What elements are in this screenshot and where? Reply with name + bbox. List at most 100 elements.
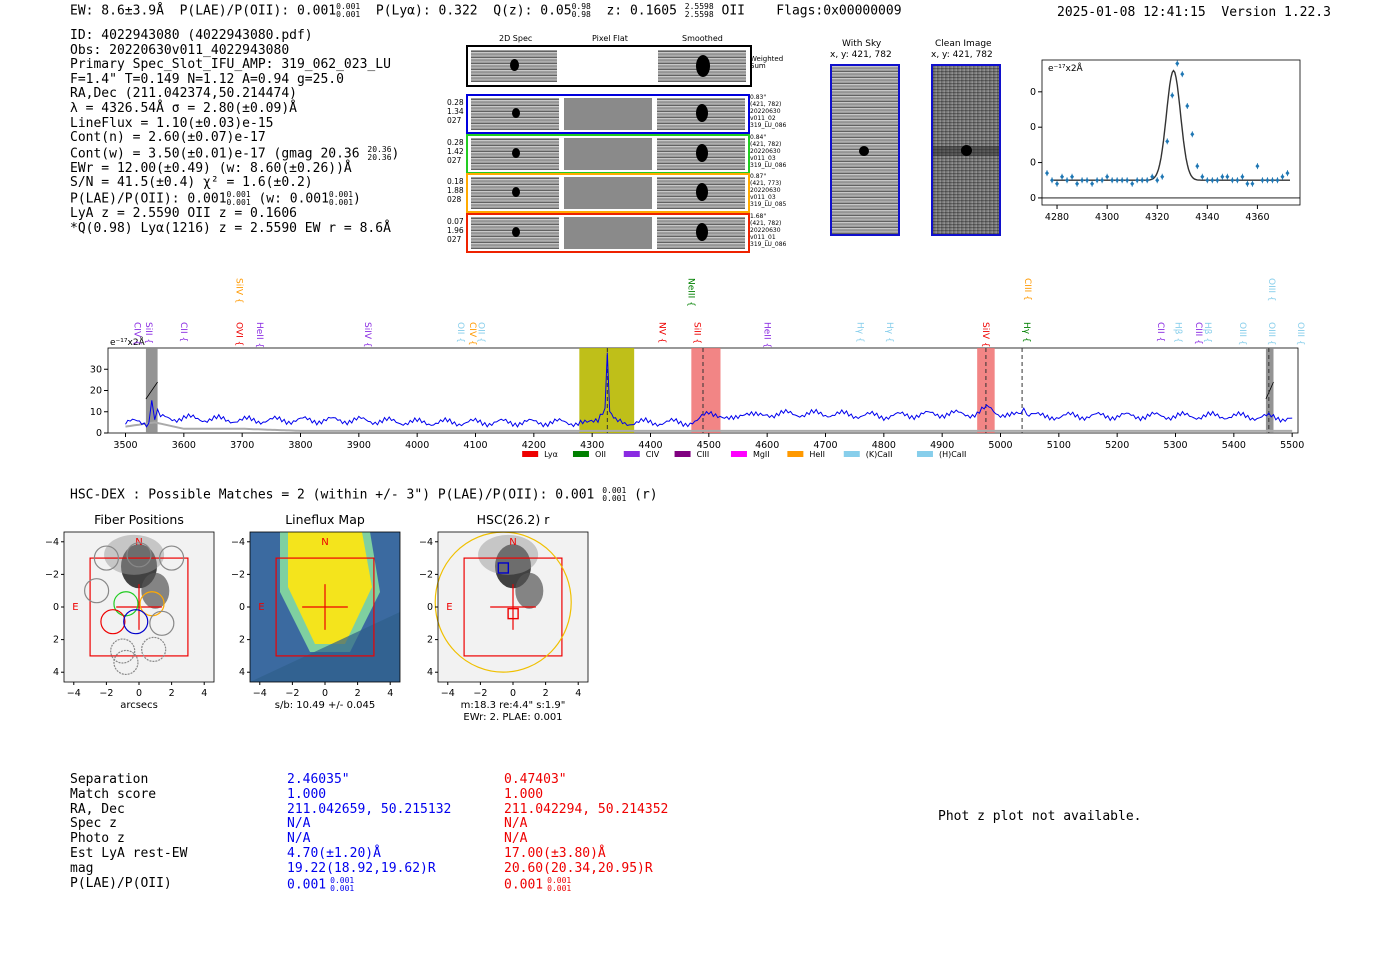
zoom-point [1195, 163, 1200, 169]
cutout-left-value: 027 [447, 155, 462, 165]
info-lyaz: LyA z = 2.5590 OII z = 0.1606 [70, 206, 297, 222]
zoom-ytick-label: 30 [1030, 87, 1036, 98]
cutout-pixelflat [564, 98, 652, 130]
cutout-source-dot [512, 226, 520, 237]
hsc-band: (r) [634, 487, 658, 503]
spec-line-label: OVI { [233, 322, 243, 346]
panel-xtick-label: −4 [67, 688, 81, 699]
image-panel-3: HSC(26.2) r N E −4 −4 −2 −2 0 0 2 2 4 4 m:18.3 re:4.4… [419, 512, 589, 723]
spec-series-spectrum [125, 352, 1293, 428]
header-plae-sup: 0.001 [336, 2, 361, 11]
panel-ytick-label: −4 [231, 537, 245, 548]
cutout-left-value: 028 [447, 195, 462, 204]
info-qline: *Q(0.98) Lyα(1216) z = 2.5590 EW r = 8.6… [70, 220, 391, 236]
zoom-point [1110, 177, 1115, 183]
galaxy-arm [141, 572, 170, 609]
with-sky-title: With Sky [842, 39, 882, 49]
zoom-point [1100, 177, 1105, 183]
cutout-left-value: 1.42 [447, 146, 464, 156]
spec-line-label: SiIV { [233, 278, 243, 304]
cutout-row-right-label: 0.87" (421, 773) 20220630 v011_03 319_LU_085 [750, 173, 786, 208]
match-value-text: 19.22(18.92,19.62)R [287, 860, 436, 876]
weighted-source-dot [510, 59, 519, 71]
spec-legend-swatch [843, 451, 860, 457]
zoom-point [1230, 177, 1235, 183]
zoom-ytick-label: 20 [1030, 122, 1036, 133]
spec-legend-label: (H)CaII [939, 450, 966, 459]
cutout-smooth-dot [696, 104, 708, 122]
match-value-text: N/A [287, 831, 311, 847]
panel-ytick-label: 0 [53, 602, 59, 613]
zoom-point [1200, 174, 1205, 180]
spec-line-label: NeIII { [686, 278, 696, 307]
cutout-row-right-label: 0.83" (421, 782) 20220630 v011_02 319_LU_086 [750, 94, 786, 129]
cutout-row-right-label: 1.68" (421, 782) 20220630 v011_01 319_LU_086 [750, 213, 786, 248]
cutout-left-value: 0.18 [447, 177, 464, 186]
header-plya: P(Lyα): 0.322 [375, 3, 478, 19]
match-label: Est LyA rest-EW [70, 845, 188, 861]
spec-line-label: SiII { [143, 322, 153, 344]
cutout-right-value: v011_03 [750, 154, 776, 162]
image-panel-2: Lineflux Map N E −4 −4 −2 −2 0 0 2 2 4 4 s/b: 10.49 +… [231, 512, 401, 711]
header-qz-sup: 0.98 [571, 2, 591, 11]
spec-band-hatch [1265, 381, 1274, 400]
spec-xtick-label: 4500 [697, 440, 721, 451]
zoom-unit-label: e⁻¹⁷x2Å [1048, 62, 1084, 74]
weighted-sum-label: Weighted Sum [750, 55, 784, 70]
match-sup: 0.001 [330, 875, 355, 885]
with-sky-source-dot [859, 146, 869, 156]
east-label: E [446, 602, 452, 613]
hsc-sup: 0.001 [602, 486, 627, 495]
cutout-left-value: 0.28 [447, 98, 464, 107]
header-ew: EW: 8.6±3.9Å [70, 3, 164, 19]
cutout-row-left-label: 0.28 1.34 027 [447, 98, 464, 125]
fiber-circle [93, 545, 119, 571]
zoom-point [1145, 177, 1150, 183]
match-value-text: 4.70(±1.20)Å [287, 845, 381, 861]
north-label: N [509, 537, 516, 548]
zoom-point [1125, 177, 1130, 183]
zoom-point [1085, 177, 1090, 183]
info-plae-text: P(LAE)/P(OII): 0.001 [70, 191, 227, 207]
image-panels: Fiber Positions N E −4 −4 −2 −2 0 0 2 2 4 4 arcsecs Li… [45, 512, 589, 723]
zoom-point [1045, 170, 1050, 176]
match-value: 20.60(20.34,20.95)R [504, 861, 668, 877]
spec-band [691, 348, 721, 433]
info-contw-sub: 20.36 [367, 152, 392, 162]
spec-legend-swatch [623, 451, 640, 457]
zoom-frame [1041, 59, 1301, 206]
match-value-text: 0.47403" [504, 772, 567, 787]
zoom-point [1260, 177, 1265, 183]
spec-line-label: OIII { [1266, 278, 1276, 302]
cutout-row-right-label: 0.84" (421, 782) 20220630 v011_03 319_LU_086 [750, 134, 786, 169]
spec-xtick-label: 5500 [1280, 440, 1304, 451]
spec-band-hatch [145, 381, 158, 400]
hsc-match-blue [497, 562, 510, 574]
match-label: Spec z [70, 816, 117, 832]
match-value: 17.00(±3.80)Å [504, 846, 668, 862]
zoom-xtick-label: 4280 [1045, 212, 1069, 223]
spec-xtick-label: 5200 [1105, 440, 1129, 451]
zoom-point [1205, 177, 1210, 183]
zoom-point [1275, 177, 1280, 183]
spec-xtick-label: 4400 [638, 440, 662, 451]
spec-line-label: Hβ { [1173, 322, 1183, 343]
zoom-point [1180, 71, 1185, 77]
fiber-circle [123, 609, 149, 635]
spec-ytick-label: 0 [96, 428, 102, 439]
header-plae-sub: 0.001 [336, 10, 361, 19]
photz-message: Phot z plot not available. [938, 809, 1142, 824]
cutout-left-value: 1.34 [447, 107, 464, 116]
col-title-smoothed: Smoothed [682, 34, 723, 43]
spec-xtick-label: 5000 [988, 440, 1012, 451]
header-z-line: OII [721, 3, 745, 19]
spec-xtick-label: 5300 [1163, 440, 1187, 451]
panel-ytick-label: 4 [239, 667, 245, 678]
aperture-box [275, 557, 375, 657]
panel-xlabel: arcsecs [120, 700, 158, 711]
east-label: E [72, 602, 78, 613]
cutout-right-value: (421, 782) [750, 101, 782, 108]
cutout-left-value: 027 [447, 234, 462, 244]
zoom-point [1055, 181, 1060, 187]
